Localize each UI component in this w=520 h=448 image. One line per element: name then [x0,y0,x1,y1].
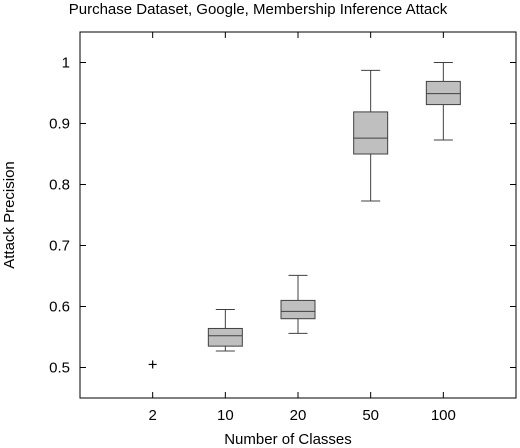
y-tick-label: 0.6 [49,299,70,316]
y-tick-label: 0.5 [49,360,70,377]
y-axis-ticks: 0.5 0.6 0.7 0.8 0.9 1 [49,55,516,377]
x-tick-label: 50 [362,407,379,424]
x-tick-label: 10 [217,407,234,424]
box-2 [148,360,157,369]
y-tick-label: 0.7 [49,238,70,255]
y-tick-label: 0.8 [49,177,70,194]
y-tick-label: 1 [62,55,70,72]
y-tick-label: 0.9 [49,116,70,133]
y-axis-label: Attack Precision [1,161,18,269]
box-iqr [425,80,461,106]
x-axis-ticks: 2 10 20 50 100 [148,32,456,424]
box-50 [353,69,389,202]
box-iqr [280,299,316,320]
box-20 [280,274,316,334]
box-iqr [353,111,389,155]
chart-title: Purchase Dataset, Google, Membership Inf… [69,1,448,18]
box-10 [207,309,243,352]
box-series [148,62,461,369]
x-axis-label: Number of Classes [224,431,352,448]
box-100 [425,62,461,141]
box-iqr [207,327,243,347]
x-tick-label: 100 [431,407,456,424]
x-tick-label: 20 [290,407,307,424]
x-tick-label: 2 [148,407,156,424]
